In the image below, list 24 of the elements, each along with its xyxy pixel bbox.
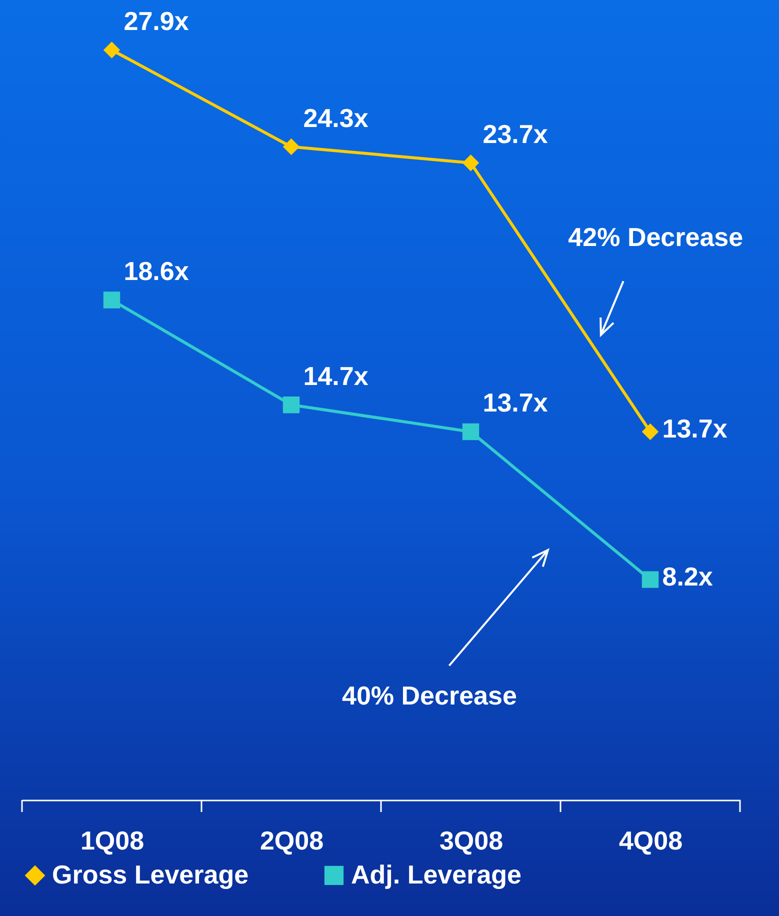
point	[103, 292, 120, 308]
x-tick-label: 1Q08	[80, 826, 144, 856]
x-tick-label: 4Q08	[618, 826, 683, 856]
x-tick-label: 3Q08	[439, 826, 504, 856]
data-label: 23.7x	[482, 118, 548, 149]
point	[282, 138, 300, 156]
text: 40% Decrease	[342, 680, 517, 711]
point	[642, 571, 659, 588]
point	[462, 154, 480, 172]
point	[103, 42, 120, 58]
data-label: 18.6x	[124, 256, 190, 286]
data-label: 24.3x	[303, 102, 369, 133]
data-label: 13.7x	[482, 388, 548, 418]
data-label: 27.9x	[124, 6, 190, 36]
point	[642, 423, 659, 440]
data-label: 14.7x	[303, 360, 369, 391]
data-label: 13.7x	[662, 414, 728, 444]
legend-label: Gross Leverage	[52, 859, 249, 890]
point	[462, 423, 480, 440]
data-label: 8.2x	[662, 562, 714, 592]
annotation: 42% Decrease	[568, 222, 744, 252]
point	[282, 396, 300, 414]
legend-label: Adj. Leverage	[351, 859, 522, 890]
x-tick-label: 2Q08	[260, 826, 324, 856]
